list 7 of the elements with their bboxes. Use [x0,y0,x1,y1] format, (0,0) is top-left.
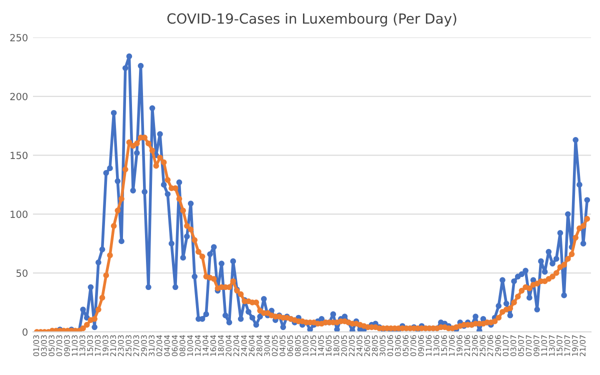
y-tick-label: 100 [10,210,28,218]
y-tick-label: 250 [10,34,28,42]
y-tick-label: 200 [10,92,28,100]
y-tick-label: 150 [10,152,28,160]
y-tick-label: 50 [16,269,28,277]
y-tick-label: 0 [22,328,28,336]
chart-title: COVID-19-Cases in Luxembourg (Per Day) [167,13,456,26]
